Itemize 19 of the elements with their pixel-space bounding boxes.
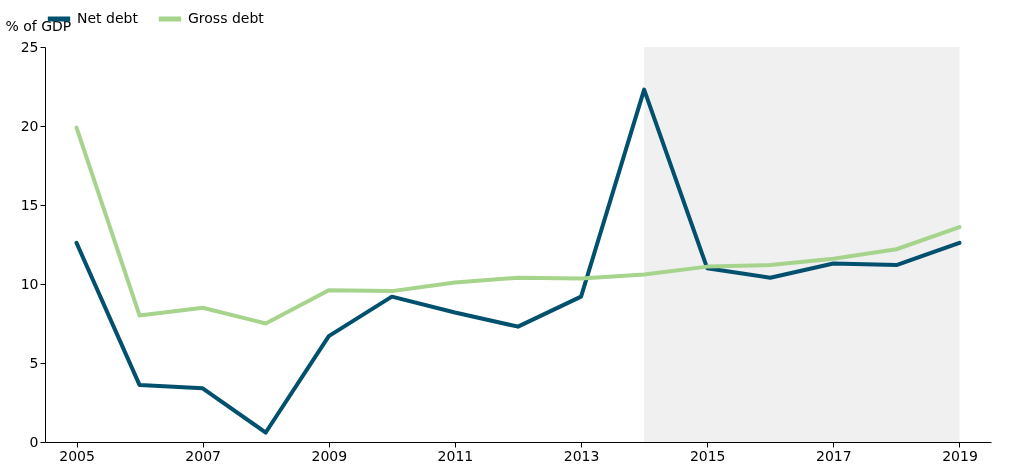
- y-axis-title: % of GDP: [5, 17, 72, 34]
- x-tick-label: 2019: [942, 447, 978, 464]
- legend-label: Net debt: [77, 10, 139, 26]
- x-tick-label: 2017: [816, 447, 852, 464]
- y-tick-label: 10: [20, 275, 39, 292]
- y-tick-label: 15: [20, 196, 39, 213]
- line-series: [74, 87, 962, 435]
- x-tick-label: 2009: [311, 447, 348, 464]
- x-tick-label: 2005: [59, 447, 95, 464]
- y-tick-label: 25: [20, 38, 39, 55]
- y-tick-label: 5: [29, 354, 39, 371]
- y-tick-label: 0: [29, 433, 39, 450]
- x-tick-label: 2013: [563, 447, 600, 464]
- line-series: [74, 125, 962, 326]
- x-tick-label: 2007: [185, 447, 221, 464]
- y-tick-label: 20: [20, 117, 39, 134]
- x-tick-label: 2011: [437, 447, 474, 464]
- legend-label: Gross debt: [188, 10, 265, 26]
- x-tick-label: 2015: [689, 447, 726, 464]
